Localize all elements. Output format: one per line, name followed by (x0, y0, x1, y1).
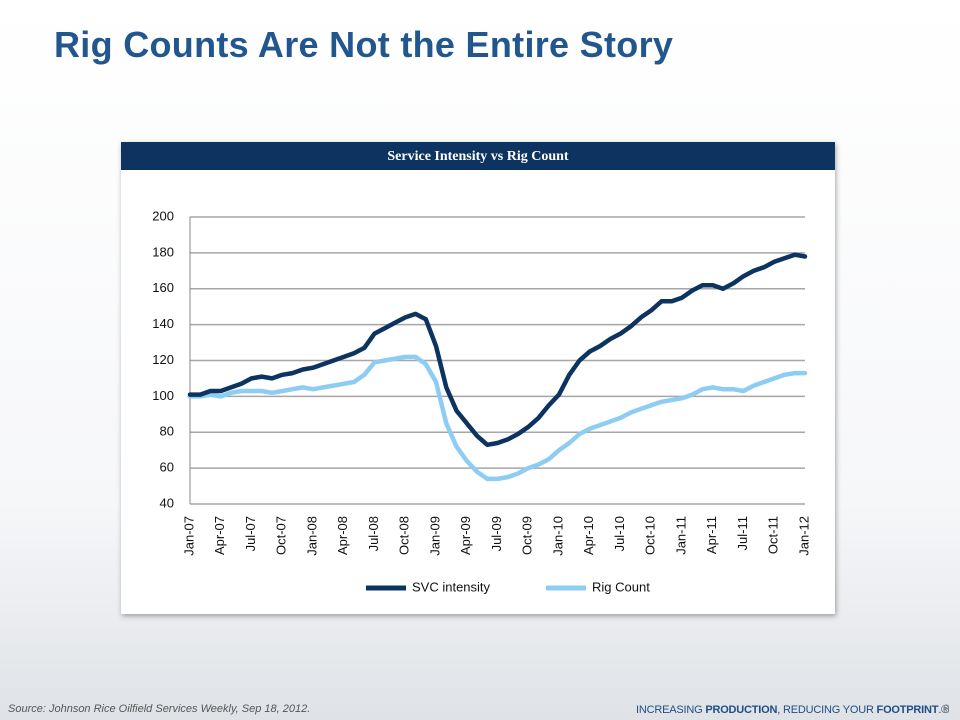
page-number: 8 (943, 702, 950, 716)
x-tick-label: Jan-10 (550, 516, 565, 556)
x-tick-label: Oct-11 (766, 516, 781, 554)
legend-label: SVC intensity (412, 579, 491, 594)
x-tick-label: Jul-08 (366, 516, 381, 551)
y-tick-label: 60 (160, 460, 174, 475)
y-tick-label: 80 (160, 424, 174, 439)
tagline-part: , REDUCING YOUR (777, 704, 877, 716)
x-tick-label: Apr-08 (335, 516, 350, 555)
x-tick-label: Apr-11 (704, 516, 719, 554)
y-tick-label: 200 (152, 208, 174, 223)
x-tick-label: Jan-08 (304, 516, 319, 556)
x-tick-label: Jan-09 (427, 516, 442, 556)
x-tick-label: Oct-10 (643, 516, 658, 555)
x-tick-label: Oct-07 (274, 516, 289, 555)
tagline-part: FOOTPRINT (876, 704, 939, 716)
tagline-part: INCREASING (636, 704, 706, 716)
y-tick-label: 140 (152, 316, 174, 331)
series-line (187, 252, 808, 448)
y-tick-label: 120 (152, 352, 174, 367)
x-tick-label: Jul-10 (612, 516, 627, 551)
chart-title: Service Intensity vs Rig Count (121, 142, 835, 170)
x-tick-label: Apr-10 (581, 516, 596, 555)
y-tick-label: 40 (160, 495, 174, 510)
x-tick-label: Oct-08 (397, 516, 412, 555)
tagline-part: .® (938, 704, 950, 716)
y-tick-label: 160 (152, 280, 174, 295)
source-note: Source: Johnson Rice Oilfield Services W… (8, 703, 311, 715)
x-tick-label: Oct-09 (520, 516, 535, 555)
chart-panel: Service Intensity vs Rig Count 40 60 80 100… (121, 142, 835, 614)
legend-label: Rig Count (592, 579, 650, 594)
x-tick-label: Jul-11 (735, 516, 750, 550)
x-tick-label: Jul-09 (489, 516, 504, 551)
y-tick-label: 100 (152, 388, 174, 403)
x-tick-label: Apr-09 (458, 516, 473, 555)
x-tick-label: Jan-11 (673, 516, 688, 555)
y-tick-label: 180 (152, 244, 174, 259)
tagline-part: PRODUCTION (705, 704, 778, 716)
x-tick-label: Apr-07 (212, 516, 227, 555)
x-tick-label: Jan-12 (796, 516, 811, 556)
series-line (187, 354, 808, 482)
x-tick-label: Jan-07 (181, 516, 196, 556)
x-tick-label: Jul-07 (243, 516, 258, 551)
slide-title: Rig Counts Are Not the Entire Story (54, 24, 674, 65)
chart: 40 60 80 100 120 140 160 180 200 Jan-07 Apr-07 Jul-… (152, 208, 811, 594)
tagline: INCREASING PRODUCTION, REDUCING YOUR FOO… (636, 704, 949, 716)
